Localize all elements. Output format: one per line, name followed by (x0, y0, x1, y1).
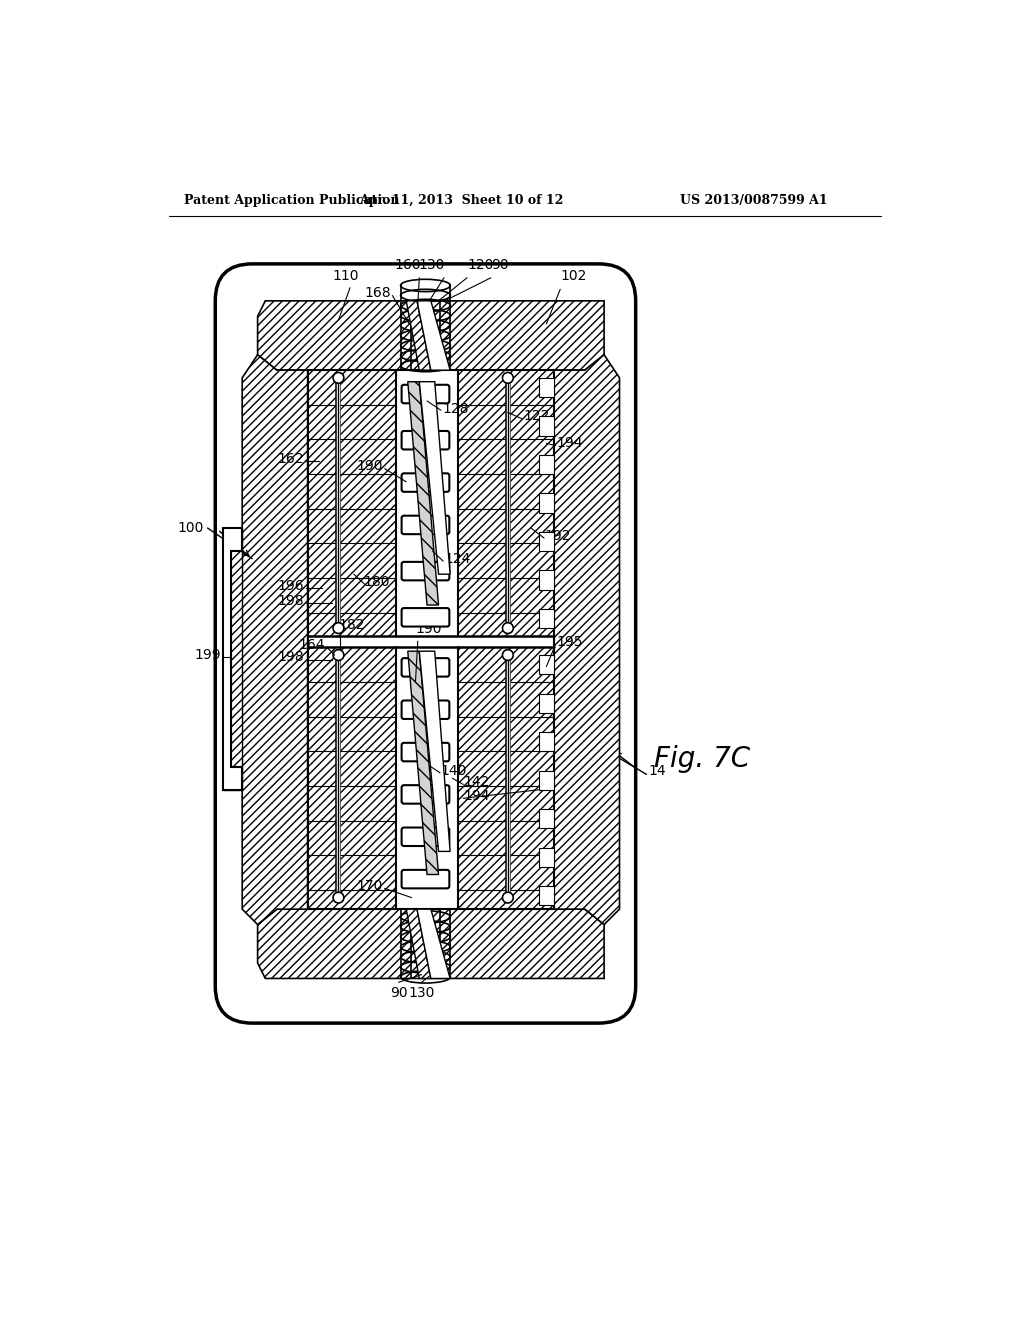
FancyBboxPatch shape (401, 516, 450, 535)
Bar (539, 455, 554, 474)
Bar (539, 378, 554, 397)
Text: 180: 180 (364, 576, 390, 589)
FancyBboxPatch shape (401, 870, 450, 888)
Bar (539, 609, 554, 628)
FancyBboxPatch shape (215, 264, 636, 1023)
Polygon shape (258, 301, 604, 370)
FancyBboxPatch shape (401, 701, 450, 719)
Polygon shape (419, 651, 451, 851)
Text: 90: 90 (390, 986, 408, 1001)
Text: 164: 164 (298, 638, 325, 652)
FancyBboxPatch shape (401, 430, 450, 449)
Text: 170: 170 (356, 879, 383, 894)
Bar (539, 809, 554, 829)
Text: 140: 140 (441, 763, 467, 777)
Text: 190: 190 (356, 459, 383, 474)
Bar (539, 416, 554, 436)
Text: 194: 194 (463, 789, 489, 803)
Circle shape (503, 623, 513, 634)
Text: 162: 162 (278, 451, 304, 466)
Text: 192: 192 (545, 529, 571, 543)
Text: 128: 128 (442, 401, 469, 416)
FancyBboxPatch shape (401, 474, 450, 492)
Text: 130: 130 (419, 259, 444, 272)
Bar (539, 693, 554, 713)
Text: 102: 102 (560, 269, 587, 284)
Polygon shape (223, 528, 243, 789)
Text: 196: 196 (278, 578, 304, 593)
Bar (539, 847, 554, 867)
Circle shape (333, 623, 344, 634)
Bar (539, 886, 554, 906)
Bar (539, 532, 554, 552)
Text: 120: 120 (467, 259, 494, 272)
Polygon shape (307, 647, 396, 909)
Text: 90: 90 (490, 259, 509, 272)
Text: 122: 122 (523, 409, 550, 424)
Polygon shape (243, 355, 307, 924)
FancyBboxPatch shape (401, 828, 450, 846)
Text: Apr. 11, 2013  Sheet 10 of 12: Apr. 11, 2013 Sheet 10 of 12 (359, 194, 564, 207)
FancyBboxPatch shape (401, 609, 450, 627)
Text: 195: 195 (556, 635, 583, 649)
Polygon shape (419, 381, 451, 574)
FancyBboxPatch shape (401, 659, 450, 677)
FancyBboxPatch shape (401, 562, 450, 581)
Text: 168: 168 (365, 286, 391, 300)
Text: 130: 130 (409, 986, 435, 1001)
Text: US 2013/0087599 A1: US 2013/0087599 A1 (680, 194, 828, 207)
Text: 110: 110 (333, 269, 359, 284)
Bar (539, 570, 554, 590)
Polygon shape (407, 909, 431, 978)
Circle shape (503, 649, 513, 660)
Circle shape (333, 372, 344, 383)
Polygon shape (458, 647, 554, 909)
Text: 198: 198 (278, 651, 304, 664)
Text: 190: 190 (416, 622, 442, 636)
Polygon shape (554, 355, 620, 924)
Polygon shape (408, 651, 438, 875)
Circle shape (503, 892, 513, 903)
Polygon shape (417, 909, 451, 978)
Bar (539, 655, 554, 675)
Text: 198: 198 (278, 594, 304, 609)
Bar (539, 733, 554, 751)
Polygon shape (258, 909, 604, 978)
Polygon shape (417, 301, 451, 370)
FancyBboxPatch shape (401, 743, 450, 762)
Text: Fig. 7C: Fig. 7C (654, 744, 751, 774)
Text: 160: 160 (394, 259, 421, 272)
Text: 194: 194 (556, 437, 583, 450)
Bar (539, 771, 554, 789)
Circle shape (503, 372, 513, 383)
Polygon shape (307, 370, 396, 636)
Text: Patent Application Publication: Patent Application Publication (184, 194, 400, 207)
Circle shape (333, 892, 344, 903)
Text: 124: 124 (444, 552, 471, 566)
Polygon shape (223, 528, 243, 789)
FancyBboxPatch shape (401, 385, 450, 404)
Text: 142: 142 (463, 775, 489, 789)
Bar (539, 494, 554, 512)
Circle shape (333, 649, 344, 660)
Text: 182: 182 (339, 618, 365, 632)
Polygon shape (407, 301, 431, 370)
Text: 14: 14 (648, 763, 666, 777)
Text: 199: 199 (195, 648, 221, 663)
Polygon shape (458, 370, 554, 636)
Polygon shape (408, 381, 438, 605)
FancyBboxPatch shape (401, 785, 450, 804)
Text: 100: 100 (177, 521, 204, 535)
